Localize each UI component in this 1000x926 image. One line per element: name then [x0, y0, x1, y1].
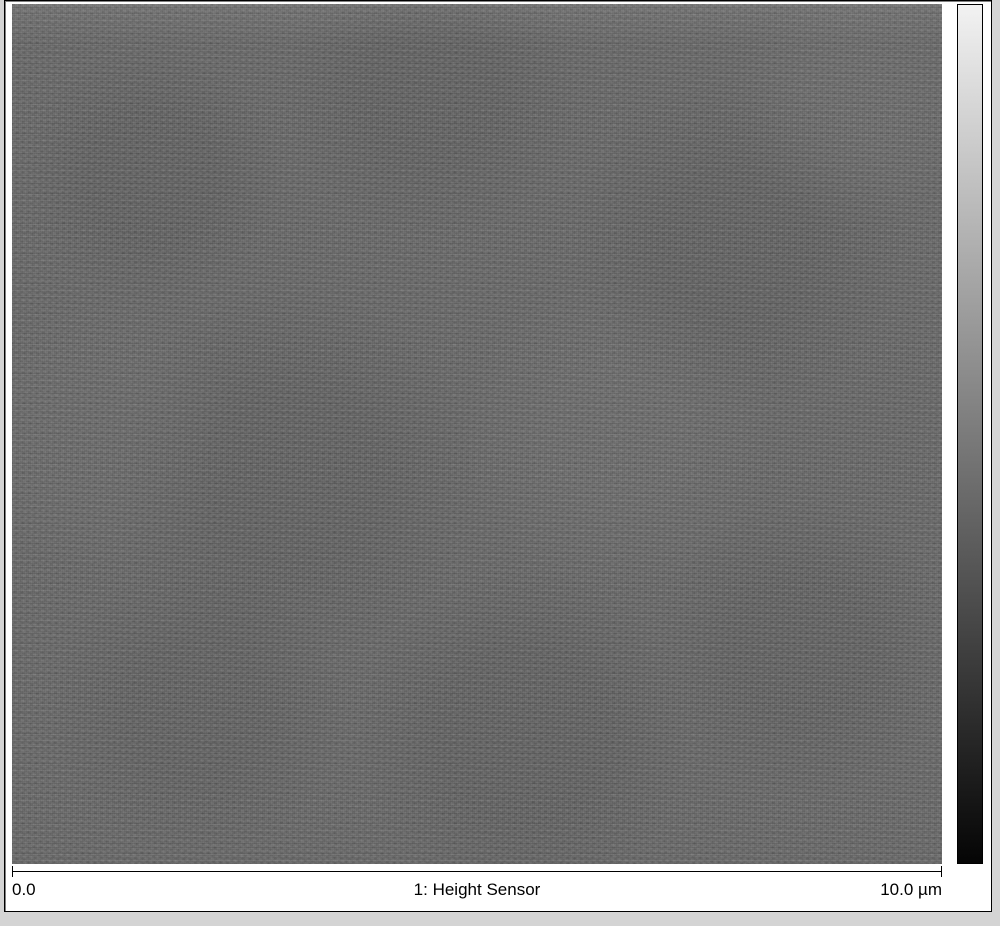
- color-scale-bar[interactable]: [957, 4, 983, 864]
- channel-label: 1: Height Sensor: [414, 880, 541, 900]
- scale-bar-line: [12, 871, 942, 872]
- scale-bar: 0.0 1: Height Sensor 10.0 µm: [12, 866, 942, 906]
- image-texture-noise-2: [12, 4, 942, 864]
- scale-max-label: 10.0 µm: [880, 880, 942, 900]
- scale-bar-tick-left: [12, 866, 13, 877]
- scale-min-label: 0.0: [12, 880, 36, 900]
- height-map-image[interactable]: [12, 4, 942, 864]
- image-top-highlight: [12, 4, 942, 44]
- viewer-frame: 0.0 1: Height Sensor 10.0 µm: [4, 0, 992, 912]
- scale-bar-tick-right: [941, 866, 942, 877]
